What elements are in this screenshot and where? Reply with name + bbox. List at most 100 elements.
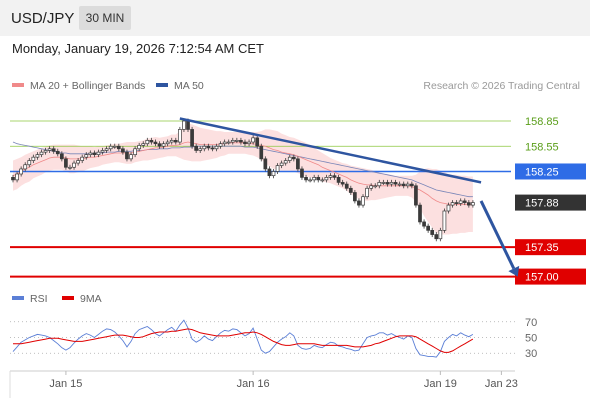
candle-body	[401, 183, 406, 187]
last-price-tag	[515, 194, 586, 211]
candle-body	[263, 158, 268, 170]
candle-body	[418, 204, 422, 223]
candle-body	[446, 204, 451, 212]
level-label-0: 158.85	[525, 116, 559, 128]
candle-body	[88, 152, 93, 156]
candle-body	[141, 143, 146, 146]
candle-body	[145, 140, 150, 145]
candle-body	[55, 150, 60, 155]
level-label-1: 158.55	[525, 141, 559, 153]
candle-body	[275, 165, 280, 172]
candle-body	[64, 158, 68, 168]
candle-body	[31, 156, 36, 161]
forecast-arrow-head	[508, 265, 520, 277]
candle-body	[348, 187, 353, 193]
candle-body	[121, 148, 125, 153]
candle-body	[471, 202, 475, 206]
candle-body	[165, 141, 170, 145]
candle-body	[369, 185, 374, 189]
candle-body	[15, 173, 19, 181]
candle-body	[426, 225, 430, 231]
candle-body	[35, 154, 40, 158]
candle-body	[344, 183, 349, 189]
candle-body	[84, 154, 89, 158]
level-tag-3	[515, 239, 586, 256]
candle-body	[235, 140, 239, 142]
candle-body	[332, 175, 337, 178]
candle-body	[230, 140, 235, 143]
candle-body	[458, 200, 463, 204]
candle-body	[279, 162, 284, 166]
candle-body	[410, 183, 414, 187]
legend-swatch-rsi	[12, 296, 24, 301]
x-tick-label-1: Jan 16	[237, 378, 270, 390]
candle-body	[80, 156, 85, 161]
candle-body	[178, 129, 182, 143]
legend-swatch-ma50	[156, 83, 168, 88]
candle-body	[283, 160, 288, 164]
candle-body	[157, 143, 162, 147]
candle-body	[251, 137, 255, 143]
candle-body	[218, 143, 223, 147]
candle-body	[353, 192, 357, 202]
level-label-3: 157.35	[525, 242, 559, 254]
candle-body	[287, 156, 292, 161]
candle-body	[129, 154, 133, 160]
candle-body	[397, 183, 402, 186]
candle-body	[210, 147, 215, 150]
candle-body	[186, 120, 190, 130]
candle-body	[271, 171, 276, 177]
candle-body	[92, 152, 97, 156]
candle-body	[296, 158, 300, 170]
candle-body	[11, 177, 15, 181]
candle-body	[47, 148, 52, 151]
candle-body	[243, 141, 247, 145]
candle-body	[39, 151, 44, 156]
candle-body	[328, 175, 333, 178]
level-label-4: 157.00	[525, 272, 559, 284]
candle-body	[153, 141, 158, 145]
research-credit: Research © 2026 Trading Central	[423, 80, 580, 92]
price-legend-ma50: MA 50	[156, 80, 204, 92]
chart-datetime: Monday, January 19, 2026 7:12:54 AM CET	[12, 41, 264, 56]
instrument-title: USD/JPY	[11, 10, 75, 27]
candle-body	[214, 145, 219, 150]
candle-body	[255, 137, 260, 147]
x-tick-label-0: Jan 15	[49, 378, 82, 390]
candle-body	[161, 143, 166, 147]
candle-body	[365, 187, 369, 198]
legend-swatch-9ma	[62, 296, 74, 301]
legend-label-9ma: 9MA	[80, 293, 102, 305]
candle-body	[137, 145, 142, 150]
candle-body	[442, 210, 447, 231]
candle-body	[422, 221, 426, 227]
rsi-legend-9ma: 9MA	[62, 293, 102, 305]
candle-body	[104, 148, 109, 151]
candle-body	[194, 145, 198, 151]
candle-body	[430, 229, 435, 235]
legend-label-ma20: MA 20 + Bollinger Bands	[30, 80, 146, 92]
candle-body	[51, 148, 56, 152]
candle-body	[438, 229, 443, 240]
timeframe-button[interactable]: 30 MIN	[79, 6, 131, 30]
candle-body	[19, 168, 23, 175]
legend-swatch-ma20	[12, 83, 24, 88]
candle-body	[226, 141, 231, 144]
candle-body	[68, 166, 72, 169]
level-label-2: 158.25	[525, 166, 559, 178]
candle-body	[267, 168, 272, 177]
candle-body	[112, 145, 117, 148]
candle-body	[320, 179, 325, 182]
candle-body	[133, 148, 137, 156]
candle-body	[27, 160, 32, 166]
candle-body	[373, 185, 378, 188]
candle-body	[304, 177, 308, 181]
legend-label-ma50: MA 50	[174, 80, 204, 92]
candle-body	[173, 140, 178, 143]
level-tag-2	[515, 163, 586, 180]
price-legend-ma20: MA 20 + Bollinger Bands	[12, 80, 145, 92]
candle-body	[466, 202, 471, 206]
candle-body	[149, 140, 154, 143]
candle-body	[72, 162, 76, 168]
